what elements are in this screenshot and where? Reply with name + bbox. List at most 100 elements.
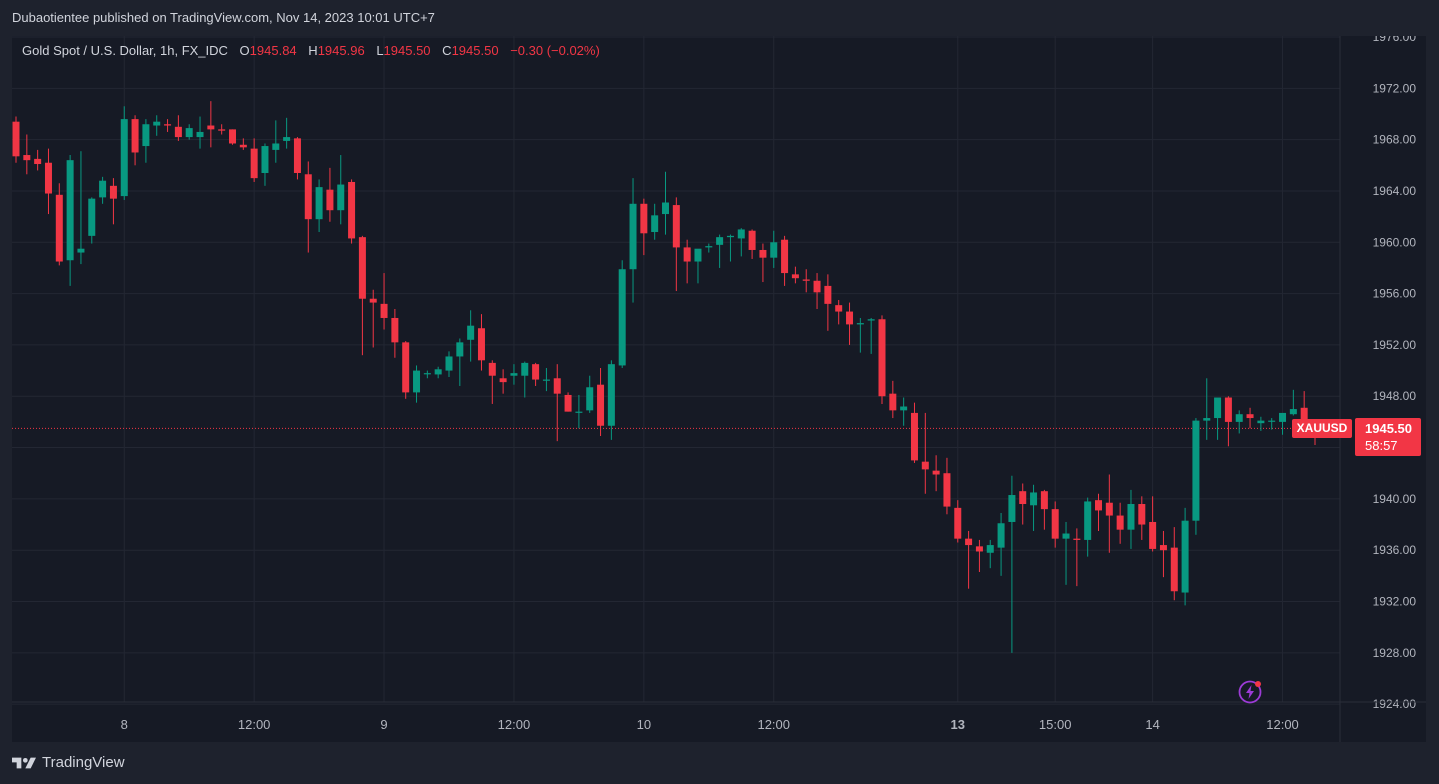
candle[interactable]	[726, 234, 734, 262]
candle[interactable]	[965, 530, 973, 589]
candle[interactable]	[510, 364, 518, 385]
candle[interactable]	[1008, 475, 1016, 653]
candle[interactable]	[423, 370, 431, 379]
candle[interactable]	[1062, 521, 1070, 585]
candle[interactable]	[488, 360, 496, 404]
candle[interactable]	[878, 315, 886, 404]
candle[interactable]	[1235, 410, 1243, 434]
candle[interactable]	[250, 138, 258, 182]
candle[interactable]	[174, 115, 182, 141]
candle[interactable]	[997, 512, 1005, 576]
candle[interactable]	[943, 457, 951, 515]
candle[interactable]	[44, 148, 52, 215]
candle[interactable]	[1289, 389, 1297, 416]
chart-area[interactable]: 1976.00 1972.00 1968.00 1964.00 1960.00 1956.…	[12, 36, 1426, 742]
candle[interactable]	[1214, 397, 1222, 440]
candle[interactable]	[662, 171, 669, 235]
candle[interactable]	[456, 338, 464, 386]
candle[interactable]	[12, 116, 20, 163]
tradingview-brand[interactable]: TradingView	[12, 754, 125, 771]
candle[interactable]	[932, 455, 940, 492]
candle[interactable]	[445, 351, 453, 377]
candle[interactable]	[315, 179, 323, 233]
candle[interactable]	[1203, 378, 1211, 440]
candle[interactable]	[824, 274, 832, 331]
candle[interactable]	[239, 138, 247, 150]
candle[interactable]	[791, 266, 799, 284]
candle[interactable]	[1170, 527, 1178, 601]
candle[interactable]	[835, 300, 843, 325]
candle[interactable]	[1116, 502, 1124, 544]
candle[interactable]	[164, 119, 172, 132]
candle[interactable]	[1073, 528, 1081, 587]
candle[interactable]	[1192, 418, 1200, 535]
candle[interactable]	[477, 314, 485, 371]
candle[interactable]	[207, 101, 215, 148]
candle[interactable]	[467, 310, 475, 362]
candle[interactable]	[900, 397, 908, 426]
candle[interactable]	[889, 380, 897, 419]
candle[interactable]	[618, 260, 626, 369]
candle[interactable]	[521, 361, 529, 398]
candle[interactable]	[196, 116, 204, 149]
candle[interactable]	[348, 179, 356, 244]
candle[interactable]	[542, 368, 550, 392]
candle[interactable]	[1257, 416, 1265, 431]
candle[interactable]	[1149, 496, 1157, 552]
candle[interactable]	[1246, 407, 1254, 429]
candle[interactable]	[921, 412, 929, 494]
candle[interactable]	[109, 178, 117, 225]
candle[interactable]	[1138, 496, 1146, 540]
candle[interactable]	[672, 197, 680, 292]
candle[interactable]	[910, 402, 918, 463]
candle[interactable]	[986, 539, 994, 569]
candle[interactable]	[770, 230, 778, 268]
candle[interactable]	[131, 115, 139, 166]
candle[interactable]	[629, 178, 637, 303]
candle[interactable]	[1224, 396, 1232, 447]
candle[interactable]	[120, 106, 128, 200]
candle[interactable]	[304, 161, 312, 253]
candle[interactable]	[1019, 483, 1027, 525]
candle[interactable]	[954, 500, 962, 543]
candle[interactable]	[640, 198, 648, 256]
candle[interactable]	[1084, 497, 1092, 557]
candle[interactable]	[88, 197, 96, 244]
candle[interactable]	[1127, 489, 1135, 549]
candle[interactable]	[856, 317, 864, 353]
candle[interactable]	[802, 269, 810, 293]
candle[interactable]	[1279, 412, 1287, 435]
candle[interactable]	[846, 302, 854, 345]
candle[interactable]	[434, 366, 442, 379]
candle[interactable]	[55, 183, 63, 266]
candle[interactable]	[716, 234, 724, 268]
candle[interactable]	[283, 117, 291, 149]
candle[interactable]	[413, 365, 421, 403]
candle[interactable]	[326, 167, 334, 222]
candle[interactable]	[391, 308, 399, 358]
candle[interactable]	[1105, 474, 1113, 553]
candle[interactable]	[369, 289, 377, 348]
candle[interactable]	[499, 369, 507, 394]
candle[interactable]	[607, 360, 615, 440]
candle[interactable]	[532, 362, 540, 386]
candle[interactable]	[813, 273, 821, 309]
candle[interactable]	[272, 120, 280, 163]
candle[interactable]	[1268, 418, 1276, 430]
candle[interactable]	[229, 129, 236, 145]
candle[interactable]	[694, 248, 702, 284]
candle[interactable]	[651, 203, 659, 240]
candle[interactable]	[975, 539, 983, 573]
candle[interactable]	[748, 229, 756, 259]
candle[interactable]	[261, 143, 269, 186]
candle[interactable]	[737, 228, 745, 257]
candle[interactable]	[759, 243, 767, 283]
candle[interactable]	[1051, 501, 1059, 548]
candle[interactable]	[66, 155, 74, 286]
candle[interactable]	[293, 137, 301, 180]
candle[interactable]	[99, 176, 107, 204]
candle[interactable]	[781, 235, 789, 286]
candle[interactable]	[402, 341, 410, 399]
candle[interactable]	[77, 151, 85, 265]
candle[interactable]	[597, 368, 605, 437]
